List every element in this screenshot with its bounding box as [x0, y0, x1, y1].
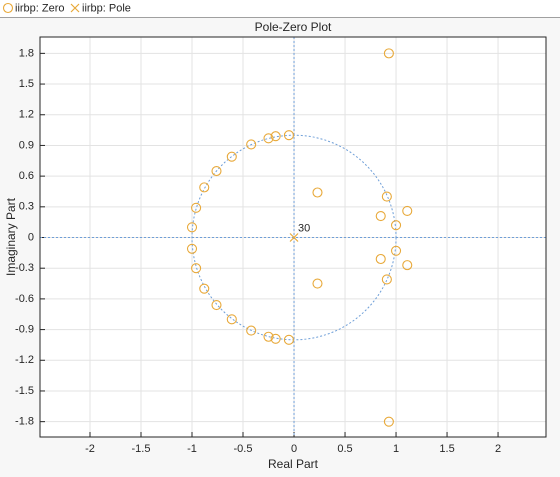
zero-marker: [283, 334, 294, 345]
zero-marker: [375, 253, 386, 265]
zero-marker: [270, 131, 281, 142]
zero-marker: [226, 314, 237, 325]
y-tick-label: 0.9: [19, 139, 34, 151]
zero-marker: [381, 274, 392, 285]
x-tick-label: 0: [291, 443, 297, 455]
plot-frame: [39, 36, 547, 438]
y-tick-label: -1.8: [15, 416, 34, 428]
zero-marker: [390, 220, 402, 231]
chart-title: Pole-Zero Plot: [255, 20, 332, 34]
pole-marker: [70, 3, 80, 13]
legend-bar: [0, 0, 560, 17]
zero-marker: [312, 187, 323, 198]
y-tick-label: -1.5: [15, 385, 34, 397]
y-tick-label: 0.3: [19, 201, 34, 213]
zero-marker: [246, 139, 257, 150]
zero-marker: [2, 2, 14, 14]
x-tick-label: 0.5: [337, 443, 352, 455]
zero-marker: [402, 205, 413, 216]
zero-marker: [390, 245, 402, 256]
x-tick-label: 1: [393, 443, 399, 455]
y-tick-label: 0: [28, 231, 34, 243]
zero-marker: [312, 278, 323, 289]
legend-label: iirbp: Zero: [15, 2, 65, 14]
x-tick-label: -1: [187, 443, 197, 455]
zero-marker: [226, 151, 237, 162]
multiplicity-label: 30: [298, 222, 310, 234]
x-tick-label: -0.5: [234, 443, 253, 455]
zero-marker: [211, 299, 222, 311]
y-tick-label: 1.5: [19, 78, 34, 90]
zero-marker: [211, 165, 222, 177]
x-axis-label: Real Part: [268, 457, 319, 471]
y-tick-label: 1.8: [19, 47, 34, 59]
zero-marker: [270, 333, 281, 344]
zero-marker: [383, 416, 394, 427]
zero-marker: [246, 325, 257, 336]
y-tick-label: -0.3: [15, 262, 34, 274]
zero-marker: [383, 48, 394, 59]
zero-marker: [402, 260, 413, 271]
y-tick-label: -0.6: [15, 293, 34, 305]
zero-marker: [199, 182, 210, 193]
y-axis-label: Imaginary Part: [4, 197, 18, 276]
pole-marker: [289, 233, 299, 242]
zero-marker: [263, 133, 274, 144]
unit-circle: [191, 134, 397, 341]
zero-marker: [199, 283, 210, 294]
x-tick-label: -1.5: [132, 443, 151, 455]
y-tick-label: 1.2: [19, 109, 34, 121]
x-tick-label: 1.5: [439, 443, 454, 455]
zero-marker: [191, 202, 202, 213]
zero-marker: [186, 222, 198, 233]
y-tick-label: -1.2: [15, 354, 34, 366]
zero-marker: [186, 243, 198, 254]
x-tick-label: 2: [495, 443, 501, 455]
zero-marker: [283, 130, 294, 141]
legend-label: iirbp: Pole: [82, 2, 131, 14]
zero-marker: [381, 191, 392, 202]
y-tick-label: 0.6: [19, 170, 34, 182]
y-tick-label: -0.9: [15, 323, 34, 335]
x-tick-label: -2: [85, 443, 95, 455]
zero-marker: [375, 210, 386, 222]
zero-marker: [263, 331, 274, 342]
zero-marker: [191, 263, 202, 274]
